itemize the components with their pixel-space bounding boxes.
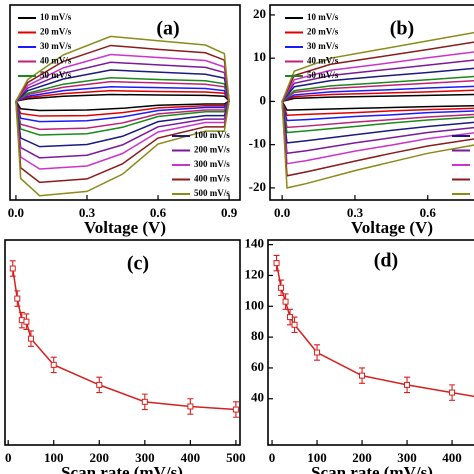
x-tick-label: 300 [397,450,417,465]
panel-label: (b) [390,18,414,40]
x-tick-label: 0 [269,450,276,465]
legend-label: 20 mV/s [40,27,72,37]
x-tick-label: 500 [226,450,246,465]
y-tick-label: 40 [251,390,264,405]
marker [23,318,30,325]
panel-label: (a) [156,18,179,40]
marker [141,398,148,405]
x-tick-label: 0.0 [274,205,290,220]
plot-frame [267,239,474,446]
x-tick-label: 0.3 [79,205,96,220]
x-tick-label: 0.9 [221,205,238,220]
marker [232,406,239,413]
cv-curve [281,59,474,155]
plot-area [7,260,239,445]
x-tick-label: 0.3 [347,205,364,220]
x-tick-label: 400 [442,450,462,465]
y-tick-label: -20 [249,179,266,194]
legend-label: 40 mV/s [40,56,72,66]
marker [404,381,411,388]
x-tick-label: 200 [90,450,110,465]
marker [282,298,289,305]
x-tick-label: 100 [307,450,327,465]
cv-curve [281,89,474,117]
legend-label: 200 mV/s [194,145,230,155]
marker [449,389,456,396]
marker [50,361,57,368]
x-tick-label: 0.6 [420,205,437,220]
panel: 0.0 0.3 0.6 -20 -10 0 10 20 10 mV/s 20 mV/s 30 mV/… [249,4,474,237]
cv-curve [281,31,474,189]
panel: 0 100 200 300 400 40 60 80 100 120 140 (d) Scan rate… [245,236,474,474]
legend-label: 50 mV/s [307,70,339,80]
trend-line [12,268,236,411]
y-tick-label: 20 [253,6,266,21]
cv-curve [281,51,474,165]
cv-curve [281,85,474,122]
plot-area [270,14,474,200]
y-tick-label: 140 [245,236,265,251]
marker [273,260,280,267]
y-tick-label: 100 [245,297,265,312]
panel: 0 100 200 300 400 500 (c) Scan rate (mV/s) [4,239,246,474]
cv-curve [15,35,230,197]
panel-label: (d) [374,250,398,272]
cv-curve [281,67,474,144]
y-tick-label: 10 [253,49,266,64]
marker [359,372,366,379]
cv-curve [281,41,474,177]
y-tick-label: -10 [249,136,266,151]
legend-label: 400 mV/s [194,174,230,184]
marker [14,295,21,302]
cv-curve [281,93,474,111]
marker [291,321,298,328]
plot-frame [9,4,241,201]
y-tick-label: 80 [251,328,264,343]
y-tick-label: 60 [251,359,264,374]
x-tick-label: 0.6 [150,205,167,220]
legend-label: 10 mV/s [307,12,339,22]
cv-curve [281,75,474,134]
plot-frame [269,4,474,201]
x-tick-label: 0 [5,450,12,465]
x-axis-label: Scan rate (mV/s) [311,463,433,474]
x-tick-label: 0.0 [8,205,24,220]
y-tick-label: 120 [245,266,265,281]
marker [96,381,103,388]
panel: 0.0 0.3 0.6 0.9 10 mV/s 20 mV/s 30 mV/s 40 mV/s… [8,4,241,237]
legend-label: 500 mV/s [194,188,230,198]
legend-label: 50 mV/s [40,70,72,80]
x-axis-label: Voltage (V) [84,218,166,237]
x-tick-label: 200 [352,450,372,465]
plot-area [15,35,231,200]
y-tick-label: 0 [260,92,267,107]
marker [27,335,34,342]
x-axis-label: Voltage (V) [351,218,433,237]
legend-label: 30 mV/s [40,41,72,51]
marker [314,349,321,356]
marker [187,403,194,410]
x-tick-label: 400 [181,450,201,465]
marker [9,265,16,272]
marker [278,284,285,291]
legend-label: 100 mV/s [194,130,230,140]
legend-label: 20 mV/s [307,27,339,37]
plot-area [268,244,474,445]
cv-curve [281,80,474,129]
panel-label: (c) [127,253,149,275]
legend-label: 10 mV/s [40,12,72,22]
legend-label: 300 mV/s [194,159,230,169]
legend-label: 40 mV/s [307,56,339,66]
x-axis-label: Scan rate (mV/s) [61,463,183,474]
plot-frame [4,239,241,446]
trend-line [275,262,474,398]
legend-label: 30 mV/s [307,41,339,51]
x-tick-label: 300 [135,450,155,465]
x-tick-label: 100 [44,450,64,465]
